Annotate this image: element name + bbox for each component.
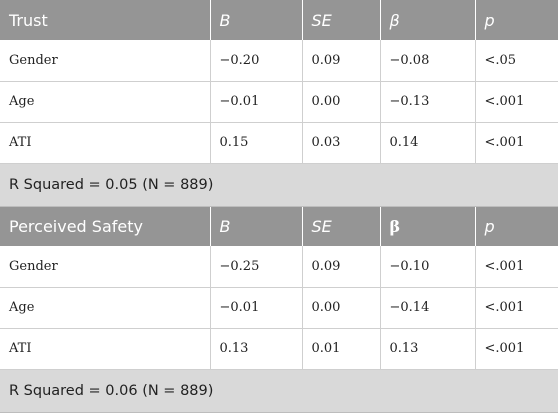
trust-header-row: Trust B SE β p bbox=[0, 0, 558, 40]
cell-p: <.001 bbox=[474, 122, 558, 164]
table-row: Gender −0.20 0.09 −0.08 <.05 bbox=[0, 40, 558, 82]
cell-p: <.001 bbox=[474, 246, 558, 288]
cell-se: 0.09 bbox=[301, 40, 380, 82]
table-row: Gender −0.25 0.09 −0.10 <.001 bbox=[0, 246, 558, 288]
cell-p: <.001 bbox=[474, 287, 558, 329]
table-row: Age −0.01 0.00 −0.14 <.001 bbox=[0, 287, 558, 329]
header-b: B bbox=[209, 206, 302, 246]
section-title-perceived-safety: Perceived Safety bbox=[0, 206, 210, 246]
cell-b: −0.25 bbox=[209, 246, 302, 288]
row-label: ATI bbox=[0, 122, 210, 164]
row-label: Age bbox=[0, 287, 210, 329]
cell-se: 0.00 bbox=[301, 81, 380, 123]
table-row: ATI 0.13 0.01 0.13 <.001 bbox=[0, 328, 558, 370]
row-label: Age bbox=[0, 81, 210, 123]
header-p: p bbox=[474, 206, 558, 246]
cell-b: −0.20 bbox=[209, 40, 302, 82]
row-label: ATI bbox=[0, 328, 210, 370]
table-row: ATI 0.15 0.03 0.14 <.001 bbox=[0, 122, 558, 164]
cell-b: 0.15 bbox=[209, 122, 302, 164]
r-squared-note: R Squared = 0.05 (N = 889) bbox=[0, 163, 558, 207]
section-title-trust: Trust bbox=[0, 0, 210, 40]
cell-p: <.001 bbox=[474, 81, 558, 123]
cell-b: 0.13 bbox=[209, 328, 302, 370]
table-row: Age −0.01 0.00 −0.13 <.001 bbox=[0, 81, 558, 123]
cell-beta: −0.14 bbox=[379, 287, 475, 329]
r-squared-note: R Squared = 0.06 (N = 889) bbox=[0, 369, 558, 413]
perceived-safety-header-row: Perceived Safety B SE β p bbox=[0, 206, 558, 246]
cell-se: 0.01 bbox=[301, 328, 380, 370]
header-se: SE bbox=[301, 206, 380, 246]
perceived-safety-note-row: R Squared = 0.06 (N = 889) bbox=[0, 369, 558, 413]
row-label: Gender bbox=[0, 40, 210, 82]
row-label: Gender bbox=[0, 246, 210, 288]
cell-se: 0.03 bbox=[301, 122, 380, 164]
cell-se: 0.09 bbox=[301, 246, 380, 288]
header-beta: β bbox=[379, 206, 475, 246]
cell-beta: −0.10 bbox=[379, 246, 475, 288]
cell-se: 0.00 bbox=[301, 287, 380, 329]
cell-beta: −0.08 bbox=[379, 40, 475, 82]
header-p: p bbox=[474, 0, 558, 40]
cell-p: <.05 bbox=[474, 40, 558, 82]
header-se: SE bbox=[301, 0, 380, 40]
cell-b: −0.01 bbox=[209, 287, 302, 329]
cell-b: −0.01 bbox=[209, 81, 302, 123]
cell-p: <.001 bbox=[474, 328, 558, 370]
header-b: B bbox=[209, 0, 302, 40]
cell-beta: −0.13 bbox=[379, 81, 475, 123]
header-beta: β bbox=[379, 0, 475, 40]
trust-note-row: R Squared = 0.05 (N = 889) bbox=[0, 163, 558, 207]
cell-beta: 0.14 bbox=[379, 122, 475, 164]
cell-beta: 0.13 bbox=[379, 328, 475, 370]
